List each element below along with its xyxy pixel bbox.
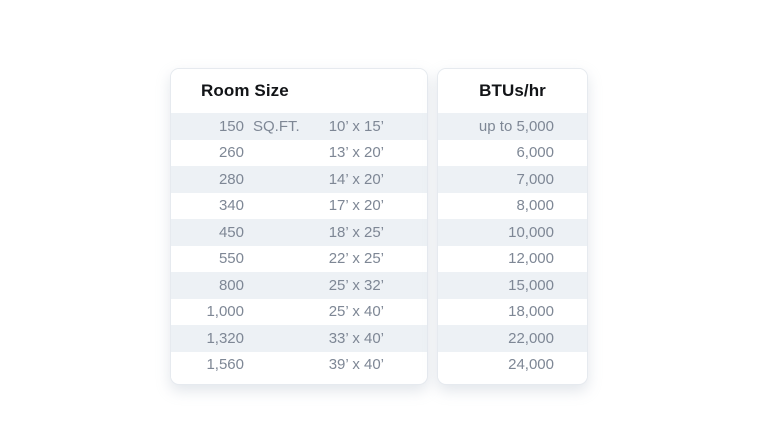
btu-value: 15,000 (508, 276, 554, 294)
btu-value: 24,000 (508, 356, 554, 374)
table-row: 18,000 (438, 298, 587, 325)
table-row: 7,000 (438, 166, 587, 193)
table-row: 450 18’ x 25’ (171, 219, 427, 246)
dimensions-value: 10’ x 15’ (328, 117, 384, 135)
dimensions-value: 14’ x 20’ (328, 170, 384, 188)
table-row: 150 SQ.FT. 10’ x 15’ (171, 113, 427, 140)
dimensions-value: 33’ x 40’ (328, 329, 384, 347)
table-row: 340 17’ x 20’ (171, 192, 427, 219)
btu-value: up to 5,000 (478, 117, 554, 135)
sqft-value: 340 (218, 197, 244, 215)
sqft-unit-label: SQ.FT. (253, 117, 300, 135)
table-row: 22,000 (438, 325, 587, 352)
sqft-value: 450 (218, 223, 244, 241)
btu-value: 10,000 (508, 223, 554, 241)
table-row: 1,000 25’ x 40’ (171, 298, 427, 325)
table-row: 800 25’ x 32’ (171, 272, 427, 299)
table-row: 260 13’ x 20’ (171, 139, 427, 166)
table-row: 280 14’ x 20’ (171, 166, 427, 193)
room-size-header: Room Size (171, 69, 427, 113)
sqft-value: 260 (218, 144, 244, 162)
room-size-table: Room Size 150 SQ.FT. 10’ x 15’ 260 13’ x… (170, 68, 428, 385)
table-row: 1,320 33’ x 40’ (171, 325, 427, 352)
room-size-title: Room Size (201, 81, 289, 100)
btu-value: 6,000 (516, 144, 554, 162)
dimensions-value: 25’ x 32’ (328, 276, 384, 294)
table-row: 24,000 (438, 351, 587, 378)
sqft-value: 800 (218, 276, 244, 294)
room-size-rows: 150 SQ.FT. 10’ x 15’ 260 13’ x 20’ 280 1… (171, 113, 427, 378)
sqft-value: 280 (218, 170, 244, 188)
btu-value: 22,000 (508, 329, 554, 347)
sqft-value: 1,560 (206, 356, 244, 374)
sqft-value: 150 (218, 117, 244, 135)
table-row: 6,000 (438, 139, 587, 166)
table-row: 12,000 (438, 245, 587, 272)
btus-rows: up to 5,000 6,000 7,000 8,000 10,000 12,… (438, 113, 587, 378)
table-row: 15,000 (438, 272, 587, 299)
dimensions-value: 39’ x 40’ (328, 356, 384, 374)
btus-header: BTUs/hr (438, 69, 587, 113)
sqft-value: 550 (218, 250, 244, 268)
btu-value: 8,000 (516, 197, 554, 215)
btu-value: 18,000 (508, 303, 554, 321)
dimensions-value: 18’ x 25’ (328, 223, 384, 241)
btus-table: BTUs/hr up to 5,000 6,000 7,000 8,000 10… (437, 68, 588, 385)
sqft-value: 1,000 (206, 303, 244, 321)
dimensions-value: 13’ x 20’ (328, 144, 384, 162)
dimensions-value: 25’ x 40’ (328, 303, 384, 321)
table-row: 1,560 39’ x 40’ (171, 351, 427, 378)
table-row: up to 5,000 (438, 113, 587, 140)
table-row: 10,000 (438, 219, 587, 246)
dimensions-value: 17’ x 20’ (328, 197, 384, 215)
btu-value: 12,000 (508, 250, 554, 268)
table-row: 8,000 (438, 192, 587, 219)
btus-title: BTUs/hr (479, 81, 546, 100)
table-row: 550 22’ x 25’ (171, 245, 427, 272)
dimensions-value: 22’ x 25’ (328, 250, 384, 268)
sqft-value: 1,320 (206, 329, 244, 347)
btu-value: 7,000 (516, 170, 554, 188)
